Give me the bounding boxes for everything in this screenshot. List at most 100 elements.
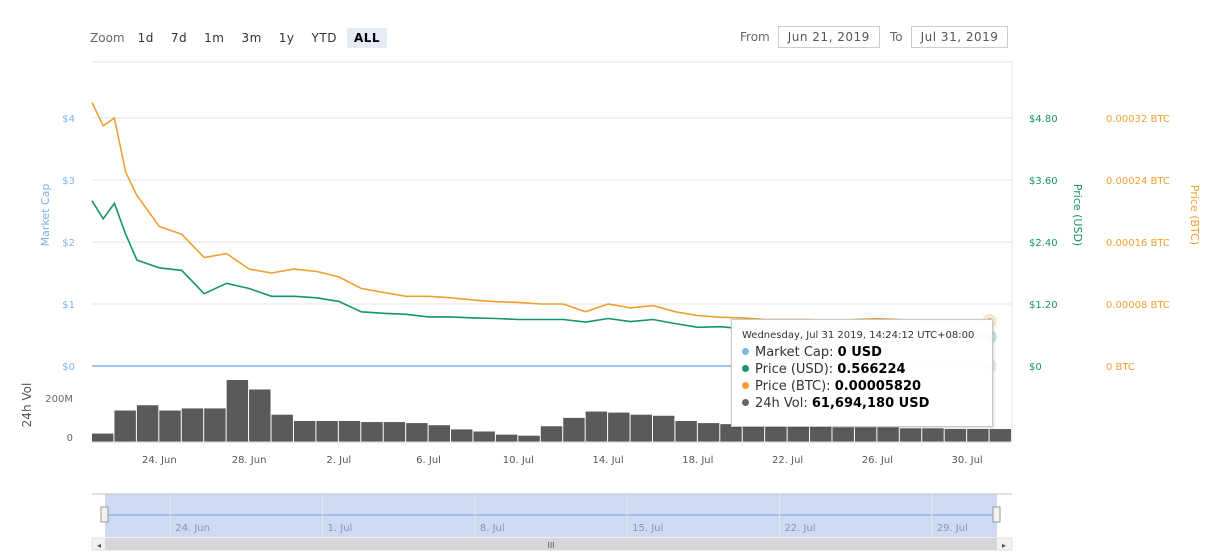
tooltip-value: 0.00005820 (834, 379, 922, 394)
market-cap-tick-label: $0 (62, 362, 75, 373)
price-btc-tick-label: 0.00032 BTC (1106, 114, 1170, 125)
tooltip-header: Wednesday, Jul 31 2019, 14:24:12 UTC+08:… (742, 330, 975, 341)
market-cap-tick-label: $4 (62, 114, 75, 125)
price-btc-tick-label: 0.00024 BTC (1106, 176, 1170, 187)
volume-bar (877, 427, 899, 442)
volume-bar (136, 405, 159, 442)
zoom-1m-button[interactable]: 1m (204, 31, 225, 45)
range-from: From Jun 21, 2019 (740, 26, 880, 48)
market-cap-tick-label: $2 (62, 238, 75, 249)
volume-dot-icon (742, 399, 749, 406)
zoom-7d-button[interactable]: 7d (170, 31, 188, 45)
price-usd-tick-label: $2.40 (1029, 238, 1058, 249)
to-date-input[interactable]: Jul 31, 2019 (910, 26, 1009, 48)
x-tick-label: 10. Jul (503, 455, 534, 466)
price-btc-axis-title: Price (BTC) (1188, 185, 1201, 245)
x-tick-label: 26. Jul (862, 455, 893, 466)
price-btc-line (91, 102, 990, 322)
tooltip-value: 0.566224 (837, 362, 906, 377)
volume-bar (159, 410, 181, 442)
volume-bar (630, 414, 652, 442)
scrollbar-left-arrow-icon[interactable]: ◂ (97, 541, 101, 550)
navigator-tick-label: 22. Jul (784, 523, 815, 534)
volume-bar (271, 414, 293, 442)
volume-bar (967, 428, 989, 442)
scrollbar-right-arrow-icon[interactable]: ▸ (1002, 541, 1006, 550)
range-to: To Jul 31, 2019 (890, 26, 1009, 48)
x-tick-label: 18. Jul (682, 455, 713, 466)
x-tick-label: 22. Jul (772, 455, 803, 466)
market-cap-axis-title: Market Cap (39, 184, 52, 247)
volume-bar (338, 421, 361, 442)
navigator[interactable]: 24. Jun 1. Jul 8. Jul 15. Jul 22. Jul 29. Jul (92, 493, 1012, 537)
zoom-all-button[interactable]: ALL (346, 28, 388, 48)
zoom-3m-button[interactable]: 3m (241, 31, 262, 45)
volume-bar (765, 425, 787, 442)
volume-bar (989, 429, 1012, 442)
volume-bar (540, 426, 563, 442)
volume-bar (473, 431, 495, 442)
price-btc-tick-label: 0 BTC (1106, 362, 1135, 373)
volume-bar (92, 433, 114, 442)
volume-bar (742, 425, 765, 442)
price-usd-tick-label: $3.60 (1029, 176, 1058, 187)
volume-bar (810, 426, 832, 442)
tooltip-row-volume: 24h Vol: 61,694,180 USD (742, 395, 982, 412)
zoom-bar: Zoom 1d 7d 1m 3m 1y YTD ALL (90, 26, 390, 50)
tooltip-row-price-btc: Price (BTC): 0.00005820 (742, 378, 982, 395)
navigator-left-handle[interactable] (100, 506, 109, 523)
tooltip-label: Price (BTC): (755, 379, 831, 394)
price-usd-line (91, 200, 990, 338)
volume-bar (585, 411, 608, 442)
price-btc-tick-label: 0.00008 BTC (1106, 300, 1170, 311)
navigator-tick-label: 8. Jul (480, 523, 505, 534)
to-label: To (890, 30, 903, 44)
price-usd-tick-label: $4.80 (1029, 114, 1058, 125)
zoom-1d-button[interactable]: 1d (137, 31, 154, 45)
volume-bar (697, 423, 720, 442)
price-usd-dot-icon (742, 365, 749, 372)
volume-bar (922, 428, 944, 442)
navigator-tick-label: 24. Jun (175, 523, 210, 534)
x-tick-label: 14. Jul (593, 455, 624, 466)
tooltip-label: Price (USD): (755, 362, 834, 377)
tooltip-label: Market Cap: (755, 345, 834, 360)
zoom-1y-button[interactable]: 1y (278, 31, 295, 45)
tooltip-label: 24h Vol: (755, 396, 808, 411)
scrollbar-thumb[interactable] (105, 538, 997, 550)
volume-bar (899, 428, 922, 442)
x-tick-label: 30. Jul (952, 455, 983, 466)
volume-bar (944, 428, 967, 442)
tooltip-value: 0 USD (837, 345, 882, 360)
navigator-tick-label: 15. Jul (632, 523, 663, 534)
x-tick-label: 28. Jun (232, 455, 267, 466)
price-btc-tick-label: 0.00016 BTC (1106, 238, 1170, 249)
volume-bar (428, 425, 451, 442)
tooltip-row-price-usd: Price (USD): 0.566224 (742, 361, 982, 378)
volume-bar (608, 412, 630, 442)
from-label: From (740, 30, 770, 44)
volume-bar (787, 426, 810, 442)
volume-bar (652, 415, 675, 442)
volume-bar (495, 434, 518, 442)
tooltip-value: 61,694,180 USD (811, 396, 930, 411)
volume-bar (854, 427, 877, 442)
tooltip: Wednesday, Jul 31 2019, 14:24:12 UTC+08:… (731, 319, 993, 427)
navigator-right-handle[interactable] (992, 506, 1001, 523)
volume-bar (181, 408, 204, 442)
x-tick-label: 24. Jun (142, 455, 177, 466)
price-usd-axis-title: Price (USD) (1071, 184, 1084, 246)
volume-axis-title: 24h Vol (20, 383, 34, 428)
x-tick-label: 6. Jul (416, 455, 441, 466)
volume-tick-label: 0 (67, 433, 73, 444)
volume-bar (316, 421, 338, 442)
volume-tick-label: 200M (45, 394, 73, 405)
zoom-ytd-button[interactable]: YTD (311, 31, 337, 45)
volume-bar (226, 380, 249, 442)
volume-bar (451, 429, 473, 442)
volume-bar (293, 421, 316, 442)
zoom-label: Zoom (90, 31, 125, 45)
from-date-input[interactable]: Jun 21, 2019 (777, 26, 880, 48)
volume-bar (720, 424, 742, 442)
volume-bar (114, 410, 136, 442)
